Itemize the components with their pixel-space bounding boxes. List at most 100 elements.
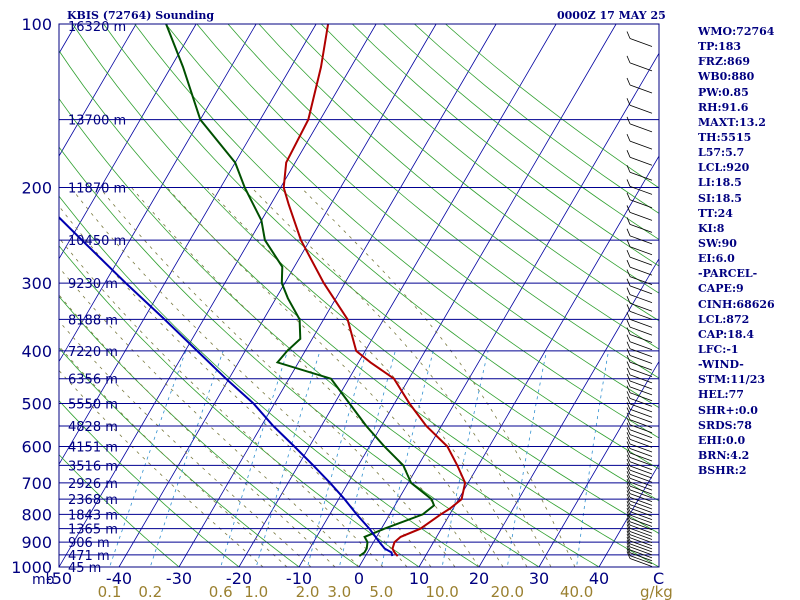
mixing-ratio-tick-label: 0.1 bbox=[98, 583, 122, 600]
wind-barb bbox=[626, 504, 631, 512]
wind-barb bbox=[629, 524, 653, 534]
dry-adiabat-line bbox=[134, 24, 659, 470]
wind-barb bbox=[629, 235, 653, 245]
wind-barb bbox=[629, 457, 653, 466]
wind-barb bbox=[629, 62, 653, 72]
wind-barb bbox=[629, 104, 653, 114]
pressure-tick-label: 1000 bbox=[11, 558, 52, 577]
isotherm-line bbox=[298, 24, 617, 567]
wind-barb bbox=[626, 319, 631, 328]
mixing-ratio-axis: 0.1 0.2 0.6 1.0 2.0 3.0 5.0 10.0 20.0 40.0 bbox=[98, 583, 594, 600]
wind-barb bbox=[626, 385, 631, 393]
index-entry: -PARCEL- bbox=[698, 267, 758, 281]
wind-barb bbox=[629, 469, 653, 479]
wind-barb bbox=[626, 354, 631, 363]
height-label: 1365 m bbox=[68, 523, 118, 538]
wind-barb bbox=[629, 465, 653, 475]
wind-barb bbox=[629, 481, 653, 491]
height-label: 3516 m bbox=[68, 459, 118, 474]
wind-barb bbox=[626, 205, 631, 213]
height-label: 45 m bbox=[68, 561, 101, 576]
wind-barb bbox=[629, 485, 653, 495]
wind-barb bbox=[629, 521, 653, 531]
temperature-tick-label: 0 bbox=[354, 569, 364, 588]
index-entry: LI:18.5 bbox=[698, 176, 742, 190]
temperature-tick-label: 40 bbox=[589, 569, 609, 588]
index-entry: SHR+:0.0 bbox=[698, 403, 758, 417]
wind-barb bbox=[629, 452, 653, 462]
wind-barb bbox=[629, 38, 653, 47]
temperature-tick-label: -10 bbox=[286, 569, 312, 588]
wind-barb bbox=[629, 424, 653, 434]
dry-adiabat-line bbox=[289, 24, 659, 322]
mixing-ratio-line bbox=[380, 350, 434, 567]
isotherm-line bbox=[178, 24, 497, 567]
wind-barb bbox=[629, 555, 653, 565]
height-label: 13700 m bbox=[68, 114, 126, 129]
wind-barb bbox=[626, 373, 631, 382]
wind-barb bbox=[629, 448, 653, 457]
mixing-ratio-tick-label: 2.0 bbox=[296, 583, 320, 600]
index-entry: PW:0.85 bbox=[698, 85, 749, 99]
wind-barb bbox=[626, 278, 631, 286]
indices-panel: WMO:72764 TP:183 FRZ:869 WB0:880 PW:0.85 RH:9… bbox=[698, 24, 798, 478]
index-entry: SI:18.5 bbox=[698, 191, 742, 205]
wind-barb bbox=[629, 386, 653, 396]
dry-adiabat-line bbox=[59, 245, 420, 567]
mixing-ratio-tick-label: 1.0 bbox=[244, 583, 268, 600]
moist-adiabat-line bbox=[99, 187, 456, 567]
wind-barb bbox=[629, 540, 653, 550]
index-entry: CAPE:9 bbox=[698, 282, 744, 296]
wind-barb bbox=[626, 133, 631, 142]
wind-barb bbox=[626, 407, 631, 415]
wind-barb bbox=[629, 302, 653, 312]
wind-barb bbox=[626, 77, 631, 86]
height-label: 6356 m bbox=[68, 373, 118, 388]
wind-barb bbox=[629, 549, 653, 559]
wind-barb bbox=[626, 217, 631, 225]
wind-barb bbox=[626, 530, 631, 538]
mixing-ratio-tick-label: 10.0 bbox=[425, 583, 458, 600]
pressure-axis: 100 200 300 400 500 600 700 800 900 1000 bbox=[11, 15, 52, 577]
wind-barb bbox=[626, 493, 631, 502]
moist-adiabat-line bbox=[59, 237, 384, 567]
wind-barb bbox=[626, 98, 631, 106]
index-entry: TP:183 bbox=[698, 40, 742, 54]
dry-adiabat-line bbox=[165, 24, 659, 439]
wind-barb bbox=[629, 518, 653, 527]
wind-barb bbox=[629, 199, 653, 209]
wind-barb bbox=[629, 514, 653, 524]
pressure-tick-label: 200 bbox=[21, 178, 52, 197]
wind-barb bbox=[629, 224, 653, 233]
wind-barb bbox=[629, 156, 653, 166]
wind-barb bbox=[629, 392, 653, 402]
wind-barb bbox=[629, 507, 653, 517]
wind-barb bbox=[629, 171, 653, 181]
isotherm-line bbox=[59, 24, 257, 363]
sounding-profiles bbox=[59, 24, 467, 557]
wind-barb bbox=[626, 478, 631, 487]
wind-barb bbox=[626, 348, 631, 356]
isotherm-line bbox=[598, 463, 659, 567]
wind-barb bbox=[626, 486, 631, 494]
wind-barb bbox=[626, 402, 631, 410]
index-entry: FRZ:869 bbox=[698, 55, 751, 69]
wind-barb bbox=[626, 150, 631, 158]
wind-barb bbox=[626, 179, 631, 187]
wind-barb bbox=[626, 454, 631, 462]
wind-barb bbox=[629, 374, 653, 384]
wind-barb bbox=[626, 497, 631, 505]
wind-barb bbox=[629, 397, 653, 407]
wind-barb bbox=[626, 304, 631, 312]
wind-barb bbox=[626, 533, 631, 542]
wind-barb bbox=[626, 296, 631, 304]
wind-barb bbox=[626, 412, 631, 420]
wind-barb bbox=[626, 507, 631, 516]
index-entry: MAXT:13.2 bbox=[698, 115, 766, 129]
height-label: 906 m bbox=[68, 536, 110, 551]
wind-barb bbox=[629, 186, 653, 195]
wind-barb bbox=[626, 458, 631, 467]
wind-barb bbox=[626, 367, 631, 376]
wind-barb bbox=[626, 361, 631, 369]
